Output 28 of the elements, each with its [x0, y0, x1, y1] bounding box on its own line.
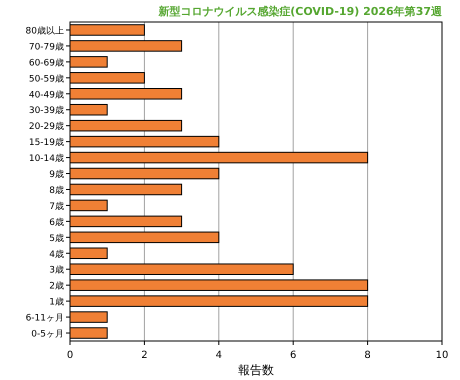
x-tick-label: 6 [290, 350, 296, 361]
x-axis-title: 報告数 [238, 363, 274, 377]
y-tick-label: 70-79歳 [28, 41, 64, 52]
y-tick-label: 4歳 [49, 248, 64, 260]
y-tick-label: 20-29歳 [28, 121, 64, 132]
chart-title: 新型コロナウイルス感染症(COVID-19) 2026年第37週 [157, 5, 443, 18]
y-tick-label: 3歳 [49, 264, 64, 276]
y-tick-label: 50-59歳 [28, 73, 64, 84]
y-tick-label: 6歳 [49, 216, 64, 228]
y-tick-label: 10-14歳 [28, 153, 64, 164]
y-tick-label: 6-11ヶ月 [26, 314, 64, 324]
y-tick-label: 9歳 [49, 169, 64, 180]
y-tick-label: 1歳 [49, 296, 64, 308]
x-tick-label: 10 [436, 350, 448, 361]
x-tick-label: 8 [364, 350, 371, 361]
y-tick-label: 80歳以上 [26, 25, 64, 36]
y-tick-label: 7歳 [49, 200, 64, 212]
y-tick-label: 0-5ヶ月 [31, 330, 64, 340]
y-tick-label: 2歳 [49, 280, 64, 292]
y-tick-label: 40-49歳 [28, 89, 64, 100]
x-tick-label: 4 [216, 350, 222, 361]
y-tick-label: 30-39歳 [28, 105, 64, 116]
y-tick-label: 15-19歳 [28, 137, 64, 148]
y-tick-label: 5歳 [49, 232, 64, 244]
y-tick-label: 60-69歳 [28, 57, 64, 68]
x-tick-label: 0 [66, 350, 74, 361]
x-tick-label: 2 [141, 350, 148, 361]
y-tick-label: 8歳 [49, 184, 64, 196]
